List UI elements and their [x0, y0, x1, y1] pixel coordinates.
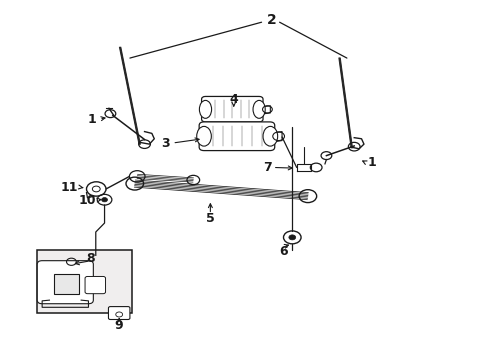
Circle shape — [288, 235, 295, 240]
Text: 8: 8 — [86, 252, 95, 265]
Text: 3: 3 — [161, 136, 169, 149]
Text: 5: 5 — [205, 212, 214, 225]
Ellipse shape — [199, 100, 211, 118]
Text: 4: 4 — [229, 93, 238, 106]
Text: 2: 2 — [266, 13, 276, 27]
Ellipse shape — [252, 100, 264, 118]
FancyBboxPatch shape — [201, 96, 263, 122]
Text: 11: 11 — [60, 181, 78, 194]
Text: 9: 9 — [115, 319, 123, 332]
FancyBboxPatch shape — [108, 307, 130, 319]
Text: 6: 6 — [279, 244, 287, 257]
Text: 1: 1 — [367, 156, 376, 169]
Text: 7: 7 — [263, 161, 271, 174]
Ellipse shape — [196, 126, 211, 146]
Text: 1: 1 — [88, 113, 97, 126]
FancyBboxPatch shape — [37, 261, 93, 304]
Text: 10: 10 — [79, 194, 96, 207]
Bar — [37, 250, 132, 313]
FancyBboxPatch shape — [85, 276, 105, 294]
Bar — [54, 274, 79, 294]
Ellipse shape — [263, 126, 277, 146]
FancyBboxPatch shape — [199, 122, 274, 150]
Circle shape — [102, 198, 107, 202]
